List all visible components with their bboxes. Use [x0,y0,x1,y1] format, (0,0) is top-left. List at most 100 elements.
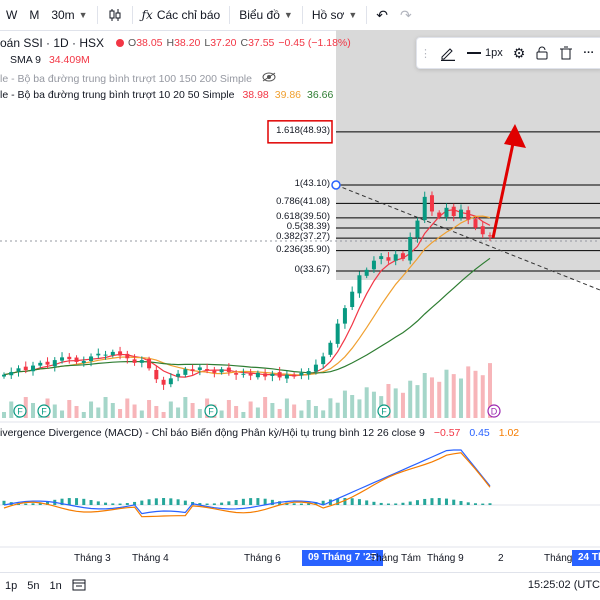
delete-button[interactable] [554,38,578,68]
macd-histogram-bar [452,499,456,505]
high-label: H [166,37,175,49]
candle-body [473,219,478,228]
candle-body [255,372,260,378]
toolbar-divider [366,6,368,24]
candle-body [168,378,173,385]
event-marker[interactable] [377,404,391,418]
time-axis[interactable]: Tháng 3 Tháng 4 Tháng 6 09 Tháng 7 '25 T… [0,548,600,570]
high-value: 38.20 [174,37,201,49]
macd-histogram-bar [96,501,100,505]
candle-body [103,354,108,356]
more-button[interactable]: ··· [578,38,599,68]
ma50-line [3,257,491,376]
candle-body [81,361,86,364]
target-arrow-shaft [491,133,517,239]
macd-histogram-bar [38,502,42,505]
macd-histogram-bar [140,500,144,505]
macd-histogram-bar [241,498,245,505]
event-marker[interactable] [487,404,501,418]
volume-bar [350,395,355,418]
macd-histogram-bar [423,498,427,505]
candle-body [313,364,318,372]
candle-body [60,357,65,361]
chart-type-button[interactable]: Biểu đồ ▼ [233,0,299,30]
interval-w-button[interactable]: W [0,0,23,30]
macd-histogram-bar [321,500,325,505]
low-label: L [204,37,211,49]
macd-histogram-bar [488,503,492,505]
macd-histogram-bar [176,499,180,505]
interval-m-label: M [29,8,40,22]
event-marker[interactable] [13,404,27,418]
volume-bar [147,400,152,418]
candle-body [118,351,123,356]
gear-icon: ⚙ [512,44,526,61]
profile-button[interactable]: Hồ sơ ▼ [306,0,363,30]
macd-histogram-bar [430,498,434,505]
macd-histogram-bar [227,501,231,505]
indicators-button[interactable]: ƒx Các chỉ báo [136,0,227,30]
volume-bar [386,384,391,418]
range-1n-button[interactable]: 1n [49,580,62,592]
fib-level-label: 0.5(38.39) [286,220,330,232]
macd-histogram-bar [386,503,390,505]
range-1p-button[interactable]: 1p [5,580,18,592]
chevron-down-icon: ▼ [78,10,88,20]
macd-line-value: 0.45 [469,427,490,439]
macd-histogram-bar [401,502,405,505]
fib-level-label: 0(33.67) [294,264,330,275]
event-marker[interactable] [37,404,51,418]
interval-m-button[interactable]: M [23,0,45,30]
macd-histogram-bar [234,499,238,505]
symbol-title: oán SSI · 1D · HSX [0,36,105,50]
volume-bar [81,412,86,418]
volume-bar [248,401,253,418]
open-value: 38.05 [136,37,163,49]
volume-bar [328,398,333,418]
interval-30m-button[interactable]: 30m ▼ [45,0,93,30]
candle-body [205,369,210,371]
function-icon: ƒx [141,8,153,22]
drag-handle[interactable]: ⋮ [420,47,431,60]
volume-bar [292,404,297,418]
lock-button[interactable] [530,38,554,68]
candle-body [437,212,442,217]
candles-style-button[interactable] [101,0,129,30]
volume-bar [393,388,398,418]
undo-button[interactable]: ↶ [370,0,394,30]
pencil-icon [441,48,455,61]
sma-value: 34.409M [48,54,90,66]
volume-bar [335,402,340,418]
redo-button[interactable]: ↷ [394,0,418,30]
macd-histogram-bar [336,498,340,505]
macd-histogram-bar [118,503,122,505]
candle-body [444,207,449,217]
candle-body [147,359,152,369]
range-5n-button[interactable]: 5n [27,580,40,592]
event-marker[interactable] [204,404,218,418]
macd-histogram-bar [198,503,202,505]
candle-body [31,365,36,372]
date-range-button[interactable] [67,578,91,594]
fib-lines [267,120,600,272]
volume-bar [400,392,405,418]
candle-body [139,360,144,363]
unlock-icon [536,46,548,60]
line-color-button[interactable] [434,38,462,68]
candle-body [52,360,57,367]
candle-body [451,206,456,217]
ma-set1-legend: le - Bộ ba đường trung bình trượt 100 15… [0,72,276,85]
volume-bar [89,401,94,418]
settings-button[interactable]: ⚙ [508,38,531,68]
top-toolbar: W M 30m ▼ ƒx Các chỉ báo Biểu đồ ▼ Hồ sơ ▼ … [0,0,600,31]
target-arrow-head [504,124,526,148]
line-width-button[interactable]: 1px [462,38,508,68]
volume-bar [219,410,224,418]
macd-histogram-bar [31,503,35,505]
eye-hidden-icon[interactable] [262,72,276,85]
candle-body [299,372,304,376]
trend-line-anchor[interactable] [331,180,341,190]
volume-bar [139,410,144,418]
